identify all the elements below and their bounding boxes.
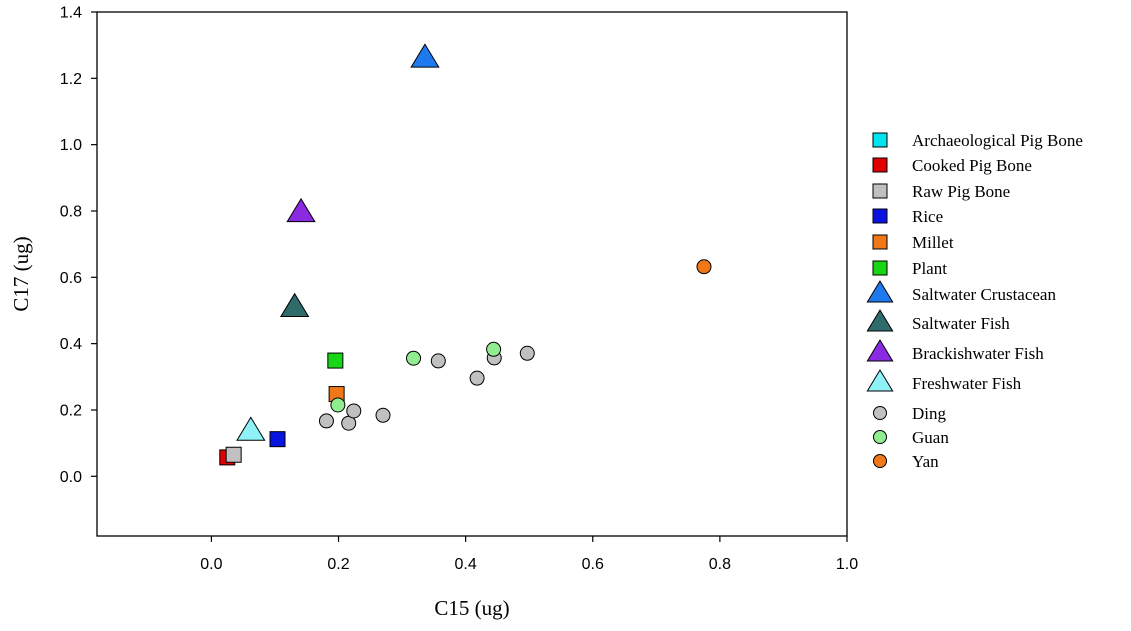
legend: Archaeological Pig Bone Cooked Pig Bone Ra…: [866, 131, 1083, 471]
legend-label: Saltwater Crustacean: [912, 285, 1056, 304]
legend-marker: [866, 280, 894, 303]
data-point-guan: [486, 341, 502, 357]
data-point-ding: [318, 413, 334, 429]
data-point-brackishwater-fish: [286, 197, 316, 223]
legend-marker: [873, 430, 887, 444]
y-tick-label: 0.6: [60, 270, 82, 287]
legend-marker: [872, 234, 888, 250]
data-point-ding: [346, 403, 362, 419]
legend-marker: [873, 454, 887, 468]
y-tick-label: 1.2: [60, 71, 82, 88]
legend-label: Archaeological Pig Bone: [912, 131, 1083, 150]
legend-label: Raw Pig Bone: [912, 182, 1010, 201]
legend-label: Yan: [912, 452, 939, 471]
data-point-ding: [469, 370, 485, 386]
data-point-plant: [327, 352, 344, 369]
y-axis-title: C17 (ug): [9, 236, 33, 311]
y-tick-label: 1.4: [60, 5, 82, 22]
data-point-raw-pig-bone: [225, 446, 242, 463]
x-tick-label: 0.4: [455, 556, 477, 573]
legend-label: Brackishwater Fish: [912, 344, 1044, 363]
x-tick-label: 0.0: [200, 556, 222, 573]
y-tick-label: 0.0: [60, 469, 82, 486]
x-axis-title: C15 (ug): [434, 596, 509, 620]
data-points: [219, 43, 712, 466]
legend-label: Plant: [912, 259, 947, 278]
legend-marker: [866, 339, 894, 362]
y-axis-ticks: 0.0 0.2 0.4 0.6 0.8 1.0 1.2 1.4: [60, 5, 97, 486]
legend-label: Rice: [912, 207, 943, 226]
data-point-ding: [375, 407, 391, 423]
x-tick-label: 0.6: [582, 556, 604, 573]
legend-marker: [872, 208, 888, 224]
legend-marker: [866, 309, 894, 332]
y-tick-label: 0.2: [60, 402, 82, 419]
data-point-guan: [406, 350, 422, 366]
x-tick-label: 0.2: [327, 556, 349, 573]
data-point-yan: [696, 259, 712, 275]
legend-marker: [872, 157, 888, 173]
x-axis-ticks: 0.0 0.2 0.4 0.6 0.8 1.0: [200, 536, 858, 573]
data-point-guan: [330, 397, 346, 413]
data-point-freshwater-fish: [236, 416, 266, 441]
data-point-saltwater-fish: [279, 292, 310, 317]
data-point-ding: [519, 345, 535, 361]
y-tick-label: 1.0: [60, 137, 82, 154]
legend-label: Freshwater Fish: [912, 374, 1022, 393]
plot-area-frame: [96, 11, 848, 537]
x-tick-label: 1.0: [836, 556, 858, 573]
legend-marker: [866, 369, 894, 392]
legend-marker: [872, 183, 888, 199]
y-tick-label: 0.8: [60, 203, 82, 220]
legend-label: Saltwater Fish: [912, 314, 1010, 333]
legend-marker: [872, 132, 888, 148]
data-point-rice: [269, 431, 286, 448]
legend-label: Ding: [912, 404, 947, 423]
data-point-ding: [430, 353, 446, 369]
legend-label: Millet: [912, 233, 954, 252]
legend-marker: [873, 406, 887, 420]
legend-marker: [872, 260, 888, 276]
x-tick-label: 0.8: [709, 556, 731, 573]
legend-label: Cooked Pig Bone: [912, 156, 1032, 175]
legend-label: Guan: [912, 428, 949, 447]
data-point-saltwater-crustacean: [410, 43, 440, 68]
y-tick-label: 0.4: [60, 336, 82, 353]
